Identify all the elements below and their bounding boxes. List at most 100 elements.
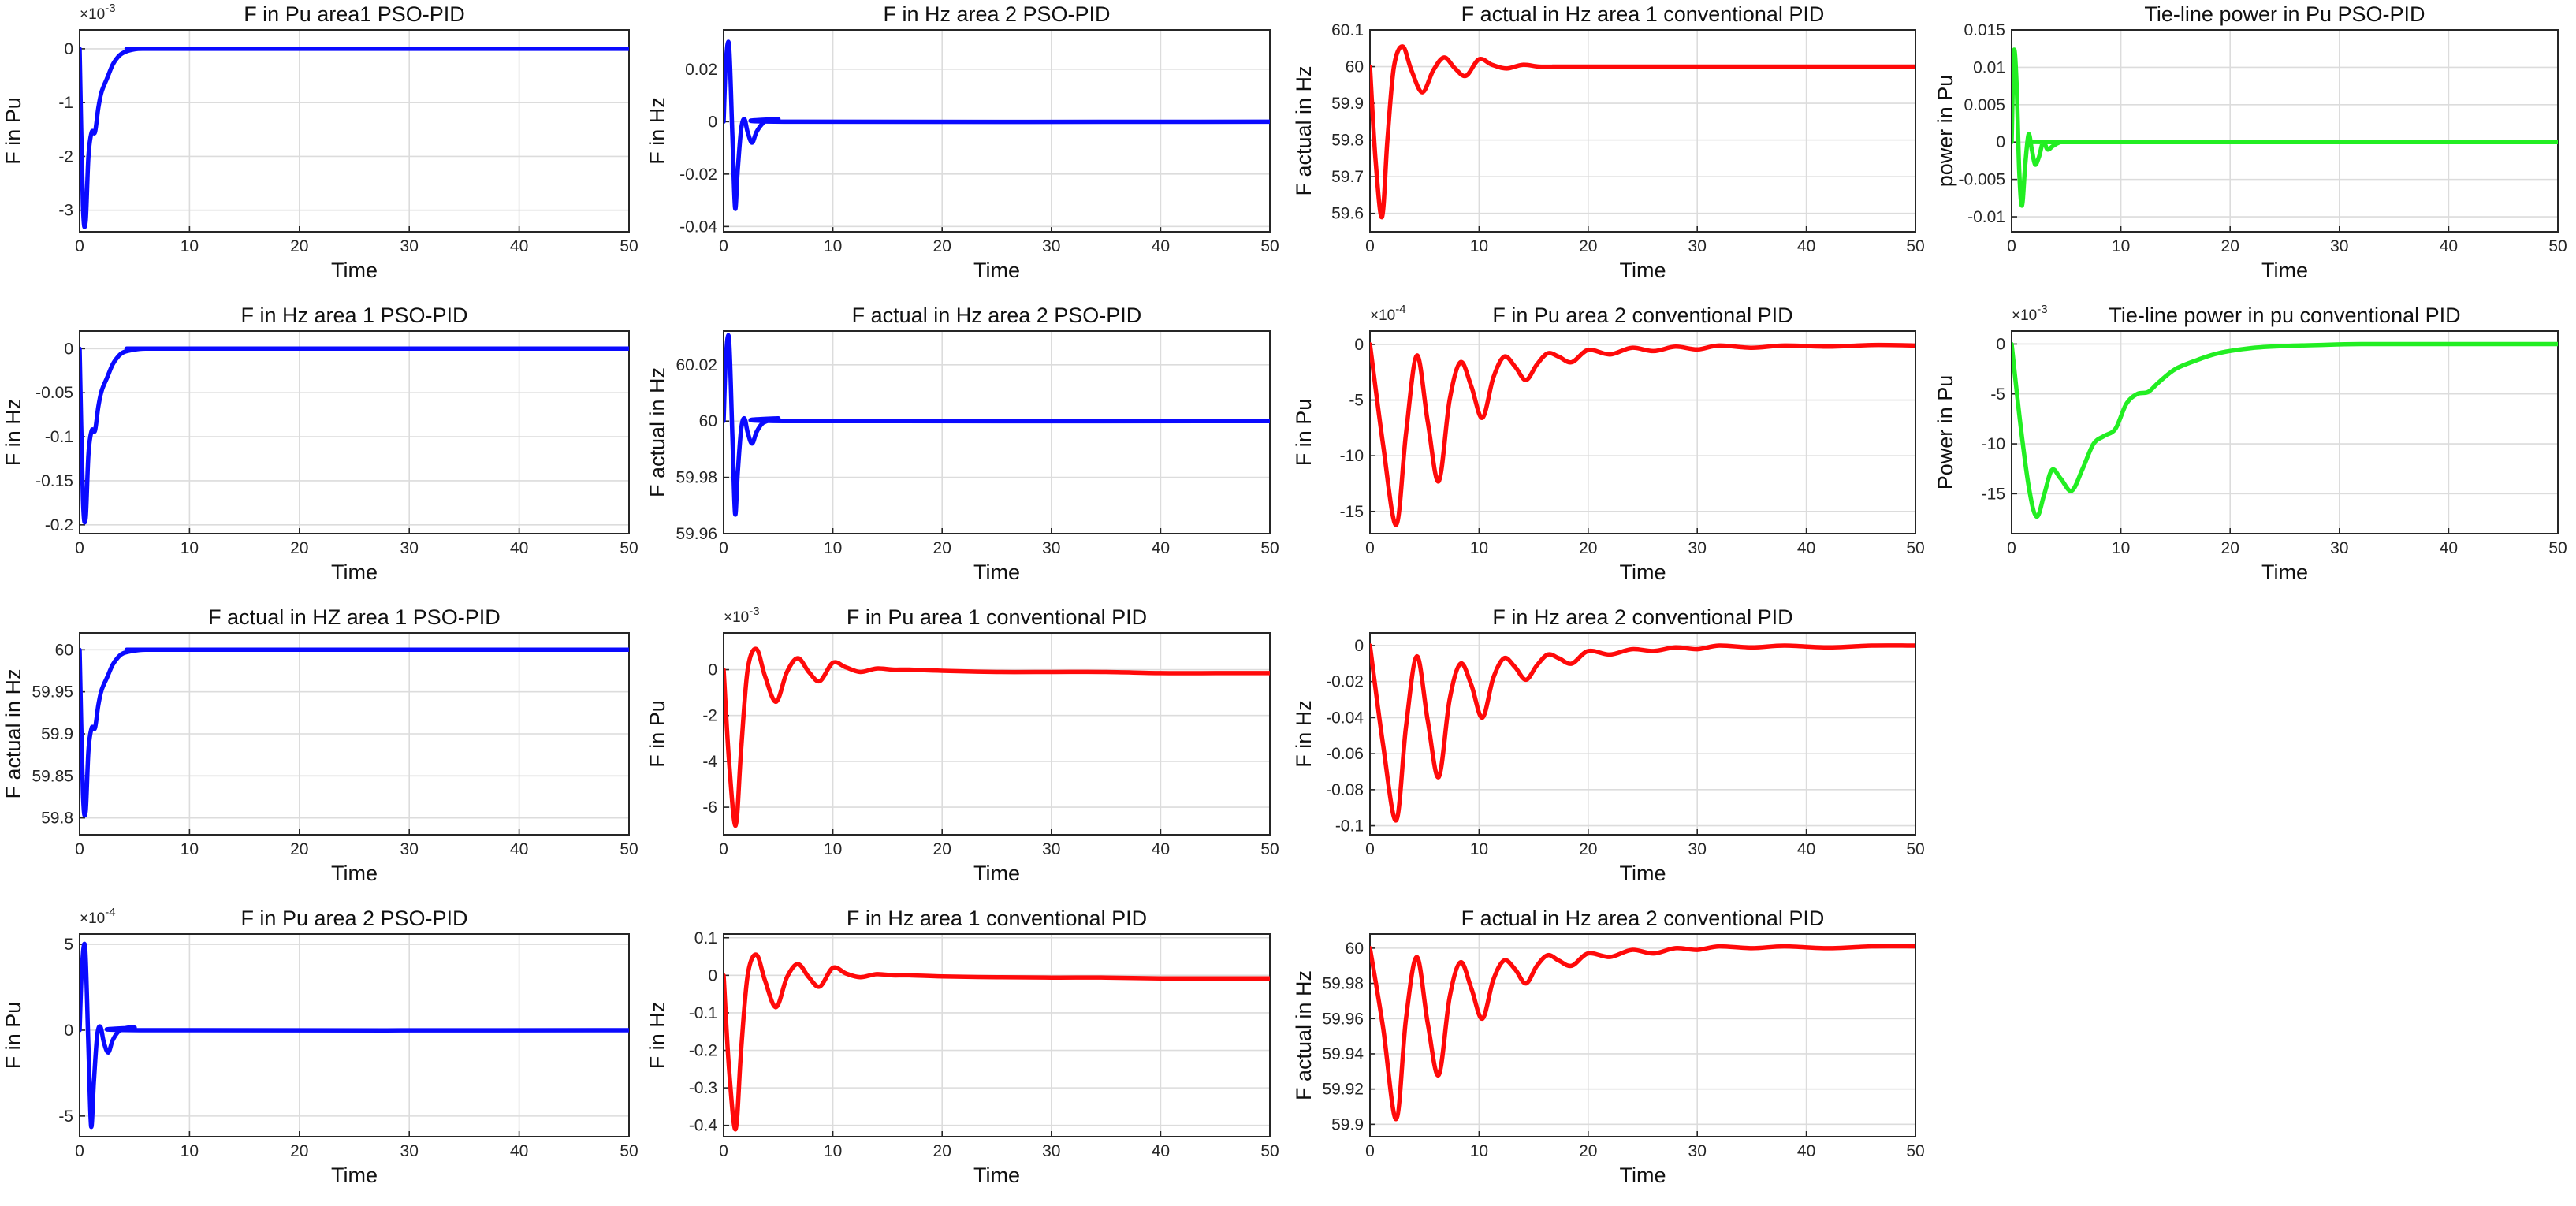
series-line bbox=[724, 39, 1270, 211]
plot-border bbox=[1369, 330, 1916, 534]
subplot-p31: 0 10 20 30 40 50 59.8 59.85 59.9 59.95 60 F actual … bbox=[2, 605, 638, 885]
x-tick-label: 40 bbox=[1152, 539, 1170, 557]
plot-border bbox=[1369, 933, 1916, 1137]
y-axis-label: F actual in Hz bbox=[646, 367, 669, 497]
x-tick-label: 20 bbox=[290, 539, 308, 557]
y-tick-label: -0.06 bbox=[1326, 745, 1364, 763]
plot-border bbox=[723, 29, 1271, 233]
x-tick-label: 30 bbox=[1688, 1142, 1707, 1160]
y-axis-label: F in Hz bbox=[2, 399, 25, 467]
plot-area bbox=[723, 933, 1271, 1137]
y-tick-label: -5 bbox=[58, 1107, 73, 1126]
x-tick-label: 10 bbox=[1470, 840, 1488, 858]
x-tick-label: 0 bbox=[2007, 237, 2016, 255]
y-tick-label: -0.005 bbox=[1958, 171, 2005, 189]
y-tick-label: -0.05 bbox=[35, 384, 73, 402]
y-tick-label: 59.9 bbox=[1331, 1115, 1364, 1133]
x-tick-label: 20 bbox=[1579, 1142, 1597, 1160]
x-tick-label: 10 bbox=[824, 1142, 842, 1160]
y-tick-label: -15 bbox=[1982, 485, 2005, 503]
x-tick-label: 0 bbox=[1365, 237, 1375, 255]
x-tick-label: 40 bbox=[1152, 840, 1170, 858]
y-tick-label: 0.02 bbox=[685, 61, 717, 79]
y-tick-label: -3 bbox=[58, 202, 73, 220]
plot-title: F in Pu area 2 conventional PID bbox=[1492, 303, 1792, 327]
y-axis-label: F in Pu bbox=[646, 700, 669, 768]
y-tick-label: 0.01 bbox=[1973, 58, 2005, 76]
y-axis-label: Power in Pu bbox=[1934, 375, 1957, 490]
plot-area bbox=[79, 29, 630, 233]
plot-title: Tie-line power in Pu PSO-PID bbox=[2144, 2, 2425, 26]
plot-title: F in Hz area 1 PSO-PID bbox=[240, 303, 467, 327]
x-tick-label: 30 bbox=[400, 539, 419, 557]
x-axis-label: Time bbox=[2261, 560, 2308, 584]
x-tick-label: 10 bbox=[1470, 1142, 1488, 1160]
y-exponent-value: -4 bbox=[105, 906, 115, 919]
x-tick-label: 50 bbox=[1906, 840, 1924, 858]
y-tick-label: 0 bbox=[64, 1022, 73, 1040]
y-exponent-label: ×10-3 bbox=[80, 2, 116, 23]
y-tick-label: -5 bbox=[1990, 385, 2005, 404]
y-tick-label: 59.94 bbox=[1322, 1045, 1364, 1063]
series-line bbox=[80, 47, 629, 229]
x-tick-label: 10 bbox=[824, 539, 842, 557]
y-tick-label: 0 bbox=[64, 340, 73, 358]
x-tick-label: 0 bbox=[75, 1142, 84, 1160]
plot-title: F actual in Hz area 1 conventional PID bbox=[1461, 2, 1825, 26]
x-axis-label: Time bbox=[1620, 560, 1666, 584]
x-tick-label: 0 bbox=[719, 840, 728, 858]
subplot-p42: 0 10 20 30 40 50 -0.4 -0.3 -0.2 -0.1 0 0.1 F in Hz a… bbox=[646, 906, 1279, 1187]
x-tick-label: 30 bbox=[400, 840, 419, 858]
y-exponent-label: ×10-4 bbox=[80, 906, 116, 927]
y-axis-label: F in Hz bbox=[1292, 700, 1316, 768]
subplot-p24: 0 10 20 30 40 50 -15 -10 -5 0 Tie-line power in pu… bbox=[1934, 303, 2567, 584]
y-exponent-value: -3 bbox=[105, 2, 115, 15]
y-exponent-label: ×10-3 bbox=[724, 605, 760, 626]
plot-title: F in Pu area1 PSO-PID bbox=[244, 2, 465, 26]
y-tick-label: -0.1 bbox=[45, 428, 73, 446]
x-tick-label: 50 bbox=[1260, 539, 1279, 557]
y-tick-label: 59.8 bbox=[41, 810, 73, 828]
x-tick-label: 50 bbox=[1906, 539, 1924, 557]
y-tick-label: 59.8 bbox=[1331, 132, 1364, 150]
y-tick-label: -0.4 bbox=[689, 1117, 718, 1135]
y-tick-label: 0 bbox=[708, 661, 717, 679]
plot-title: F in Hz area 1 conventional PID bbox=[847, 906, 1147, 930]
plot-area bbox=[2011, 330, 2559, 534]
plot-title: F in Hz area 2 conventional PID bbox=[1492, 605, 1792, 629]
plot-area bbox=[1369, 632, 1916, 836]
series-line bbox=[80, 647, 629, 818]
subplot-p14: 0 10 20 30 40 50 -0.01 -0.005 0 0.005 0.01 0.015 Tie… bbox=[1934, 2, 2567, 282]
x-tick-label: 50 bbox=[2548, 539, 2567, 557]
x-tick-label: 20 bbox=[290, 237, 308, 255]
series-line bbox=[80, 346, 629, 525]
x-tick-label: 40 bbox=[510, 1142, 528, 1160]
y-axis-label: F in Hz bbox=[646, 1002, 669, 1070]
y-exponent-value: -3 bbox=[749, 605, 759, 618]
y-tick-label: 0.005 bbox=[1964, 96, 2005, 114]
series-line bbox=[80, 941, 629, 1130]
y-tick-label: 0 bbox=[1354, 637, 1364, 655]
x-tick-label: 30 bbox=[1042, 539, 1060, 557]
x-tick-label: 10 bbox=[1470, 237, 1488, 255]
x-tick-label: 10 bbox=[181, 539, 199, 557]
subplot-p11: 0 10 20 30 40 50 -3 -2 -1 0 F in Pu area1 PSO-PID T… bbox=[2, 2, 638, 282]
series-line bbox=[724, 952, 1270, 1132]
x-tick-label: 40 bbox=[2440, 539, 2458, 557]
x-tick-label: 20 bbox=[1579, 237, 1597, 255]
x-tick-label: 30 bbox=[1042, 1142, 1060, 1160]
x-tick-label: 10 bbox=[2112, 237, 2130, 255]
x-tick-label: 10 bbox=[2112, 539, 2130, 557]
x-tick-label: 0 bbox=[75, 840, 84, 858]
x-tick-label: 30 bbox=[1042, 840, 1060, 858]
subplot-p12: 0 10 20 30 40 50 -0.04 -0.02 0 0.02 F in Hz area 2… bbox=[646, 2, 1279, 282]
x-tick-label: 10 bbox=[1470, 539, 1488, 557]
y-tick-label: -0.15 bbox=[35, 472, 73, 490]
y-axis-label: power in Pu bbox=[1934, 75, 1957, 188]
y-tick-label: -15 bbox=[1340, 503, 1364, 521]
plot-area bbox=[1369, 933, 1916, 1137]
plot-border bbox=[1369, 632, 1916, 836]
x-tick-label: 50 bbox=[620, 539, 638, 557]
subplot-p13: 0 10 20 30 40 50 59.6 59.7 59.8 59.9 60 60.1 F actua… bbox=[1292, 2, 1925, 282]
x-tick-label: 0 bbox=[719, 1142, 728, 1160]
